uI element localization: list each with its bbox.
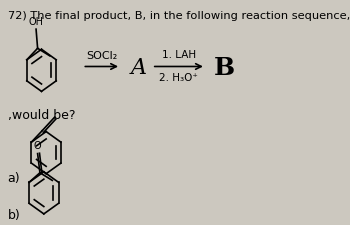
Text: O: O [33,141,41,151]
Text: ,would be?: ,would be? [8,109,75,122]
Text: A: A [130,57,146,79]
Text: 2. H₃O⁺: 2. H₃O⁺ [159,73,198,83]
Text: 1. LAH: 1. LAH [162,50,196,60]
Text: 72) The final product, B, in the following reaction sequence,: 72) The final product, B, in the followi… [8,11,350,21]
Text: SOCl₂: SOCl₂ [86,51,117,61]
Text: OH: OH [29,17,43,27]
Text: B: B [214,56,235,80]
Text: a): a) [8,172,20,185]
Text: b): b) [8,209,20,222]
